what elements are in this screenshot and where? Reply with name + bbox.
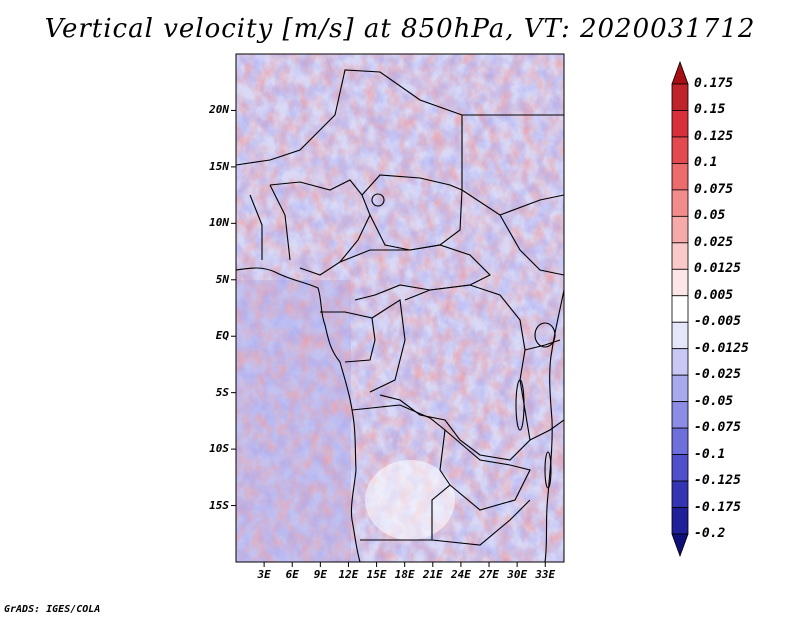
axis-ticks — [231, 109, 546, 567]
country-borders — [236, 69, 564, 562]
colorbar-label: -0.2 — [694, 526, 726, 541]
lat-label: 5N — [215, 272, 229, 286]
colorbar-segment — [671, 454, 689, 482]
border-zambia — [444, 429, 531, 511]
colorbar-segment — [671, 136, 689, 164]
border-mali-niger — [236, 69, 463, 190]
lake-victoria — [534, 322, 556, 348]
colorbar-segment — [671, 163, 689, 191]
grads-credit: GrADS: IGES/COLA — [4, 604, 101, 615]
lon-label: 30E — [507, 568, 528, 581]
lat-label: EQ — [215, 329, 229, 343]
lon-label: 6E — [285, 568, 299, 581]
lon-label: 12E — [338, 568, 359, 581]
lake-chad — [371, 193, 385, 207]
colorbar-label: 0.005 — [694, 287, 734, 303]
colorbar-label: 0.025 — [694, 234, 734, 250]
colorbar-segment — [671, 83, 689, 111]
lat-label: 15N — [209, 159, 229, 173]
chart-title: Vertical velocity [m/s] at 850hPa, VT: 2… — [44, 14, 756, 44]
colorbar-segment — [671, 348, 689, 376]
colorbar-segment — [671, 401, 689, 429]
border-ethiopia — [499, 194, 564, 216]
lon-label: 33E — [535, 568, 556, 581]
colorbar-label: -0.175 — [694, 499, 741, 515]
colorbar-label: -0.1 — [694, 446, 726, 462]
border-drc — [379, 284, 531, 461]
lat-label: 5S — [215, 385, 229, 399]
border-congo — [369, 299, 406, 393]
lake-tanganyika — [515, 379, 525, 431]
lat-label: 10N — [209, 216, 229, 230]
colorbar-segment — [671, 507, 689, 535]
border-cameroon-gabon — [320, 311, 376, 363]
border-chad — [361, 174, 463, 251]
border-angola — [351, 404, 451, 541]
colorbar-segment — [671, 427, 689, 455]
colorbar-label: -0.0125 — [694, 340, 749, 356]
border-nigeria — [269, 179, 371, 276]
coastline-east — [544, 289, 564, 562]
colorbar-segment — [671, 110, 689, 138]
coastline-west — [236, 267, 361, 562]
lake-malawi — [544, 451, 552, 489]
colorbar-segment — [671, 374, 689, 403]
lat-label: 15S — [209, 498, 229, 512]
colorbar-label: -0.005 — [694, 314, 741, 330]
colorbar-segment — [671, 215, 689, 244]
border-car — [339, 244, 491, 301]
map-frame — [235, 53, 565, 563]
colorbar-segment — [671, 321, 689, 350]
colorbar-label: -0.025 — [694, 367, 741, 383]
colorbar-label: 0.15 — [694, 102, 726, 118]
colorbar-segment — [671, 242, 689, 270]
colorbar-segment — [671, 60, 689, 85]
colorbar-label: 0.0125 — [694, 261, 741, 277]
colorbar-segment — [671, 268, 689, 297]
lat-label: 20N — [209, 103, 229, 117]
lon-label: 24E — [450, 568, 471, 581]
border-gulf-states — [249, 184, 291, 261]
colorbar-segment — [671, 295, 689, 323]
colorbar-label: 0.1 — [694, 155, 718, 171]
colorbar-label: -0.075 — [694, 420, 741, 436]
lon-label: 15E — [366, 568, 387, 581]
colorbar-label: 0.075 — [694, 181, 734, 197]
colorbar-label: 0.125 — [694, 128, 734, 144]
colorbar-label: -0.125 — [694, 473, 741, 489]
colorbar-label: -0.05 — [694, 393, 734, 409]
colorbar-segment — [671, 480, 689, 508]
lon-label: 21E — [422, 568, 443, 581]
lon-label: 3E — [257, 568, 271, 581]
lat-label: 10S — [209, 442, 229, 456]
colorbar-label: 0.175 — [694, 76, 734, 91]
lon-label: 27E — [479, 568, 499, 581]
colorbar-segment — [671, 189, 689, 217]
border-tanzania — [524, 339, 564, 441]
border-sudan — [461, 114, 564, 276]
border-namibia-botswana — [360, 499, 531, 546]
colorbar-label: 0.05 — [694, 208, 726, 224]
lon-label: 9E — [313, 568, 327, 581]
lon-label: 18E — [394, 568, 415, 581]
colorbar-segment — [671, 533, 689, 558]
